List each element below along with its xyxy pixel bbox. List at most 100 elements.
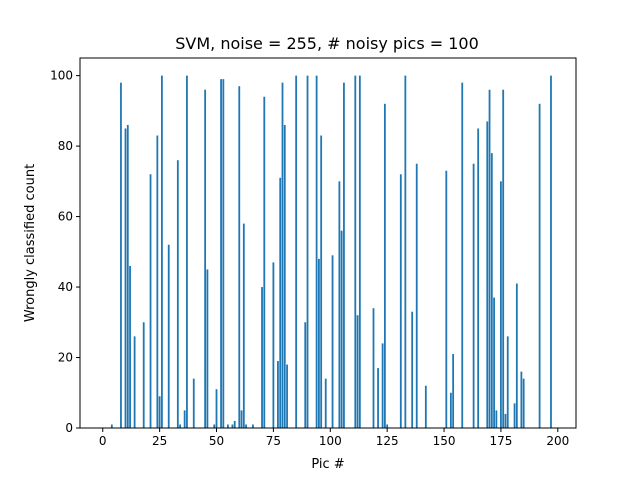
bar [513,403,516,428]
bar [158,396,161,428]
bar [504,413,507,428]
bar [156,135,159,428]
bar [279,177,282,428]
bar [286,364,288,428]
x-tick-label: 0 [99,434,107,448]
bar [500,181,502,428]
bar [226,424,229,428]
bar [338,181,341,428]
bar [381,343,384,428]
bar [490,153,493,428]
x-tick-label: 200 [546,434,569,448]
y-tick-label: 80 [58,139,73,153]
bar [261,287,263,428]
bar [240,410,243,428]
bar [215,389,218,428]
bar [129,265,131,428]
bar [377,368,379,428]
bar [272,262,275,428]
x-tick-label: 150 [433,434,456,448]
bar [110,424,113,428]
bar [477,128,480,429]
bar [358,75,361,429]
y-tick-label: 20 [58,351,73,365]
bar [372,308,375,428]
y-axis-label: Wrongly classified count [23,164,38,322]
bar [213,424,216,428]
bar [315,75,318,429]
bar [493,297,495,428]
bar [120,82,122,429]
bar [461,82,464,429]
bar [445,170,448,428]
bar [126,124,129,428]
bar [415,163,418,428]
bars-group [110,75,552,429]
bar [411,311,414,428]
bar [386,424,389,428]
x-tick-label: 50 [209,434,224,448]
bar [404,75,407,429]
bar [263,96,266,428]
bar [233,420,236,428]
bar [320,135,323,428]
x-tick-label: 25 [152,434,167,448]
bar [324,378,327,428]
bar [318,258,320,428]
bar [354,75,357,429]
bar [515,283,518,428]
bar [424,385,427,428]
y-tick-label: 40 [58,280,73,294]
bar [488,89,491,429]
bar [472,163,475,428]
y-tick-label: 0 [65,421,73,435]
bar [502,89,505,429]
bar [522,378,525,428]
bar [192,378,195,428]
bar [283,124,286,428]
bar [538,103,541,428]
bar [179,424,182,428]
bar [281,82,284,429]
bar [220,79,222,428]
x-tick-label: 75 [266,434,281,448]
x-axis-label: Pic # [311,457,344,472]
y-axis-ticks: 0 20 40 60 80 100 [50,69,80,435]
bar [356,315,359,428]
x-tick-label: 125 [376,434,399,448]
bar [550,75,552,429]
plot-frame [79,57,577,429]
bar [343,82,345,429]
y-tick-label: 100 [50,69,73,83]
bar [520,371,523,428]
bar [161,75,163,429]
bar [331,255,334,428]
bar [486,121,489,429]
bar [252,424,254,428]
bar [238,86,241,428]
bar [304,322,307,428]
x-tick-label: 175 [489,434,512,448]
bar [142,322,145,428]
bar [167,244,170,428]
bar [277,361,279,428]
bar [186,75,188,429]
bar [183,410,186,428]
bar [149,174,152,428]
bar [495,410,498,428]
bar [449,392,452,428]
x-axis-ticks: 0 25 50 75 100 125 150 175 200 [99,428,569,448]
y-tick-label: 60 [58,210,73,224]
bar [245,424,247,428]
bar [242,223,245,428]
bar [204,89,207,429]
bar [452,354,455,428]
bar [295,75,298,429]
bar [206,269,209,428]
bar [383,103,386,428]
bar [222,79,225,428]
bar [176,160,179,428]
bar [506,336,509,428]
